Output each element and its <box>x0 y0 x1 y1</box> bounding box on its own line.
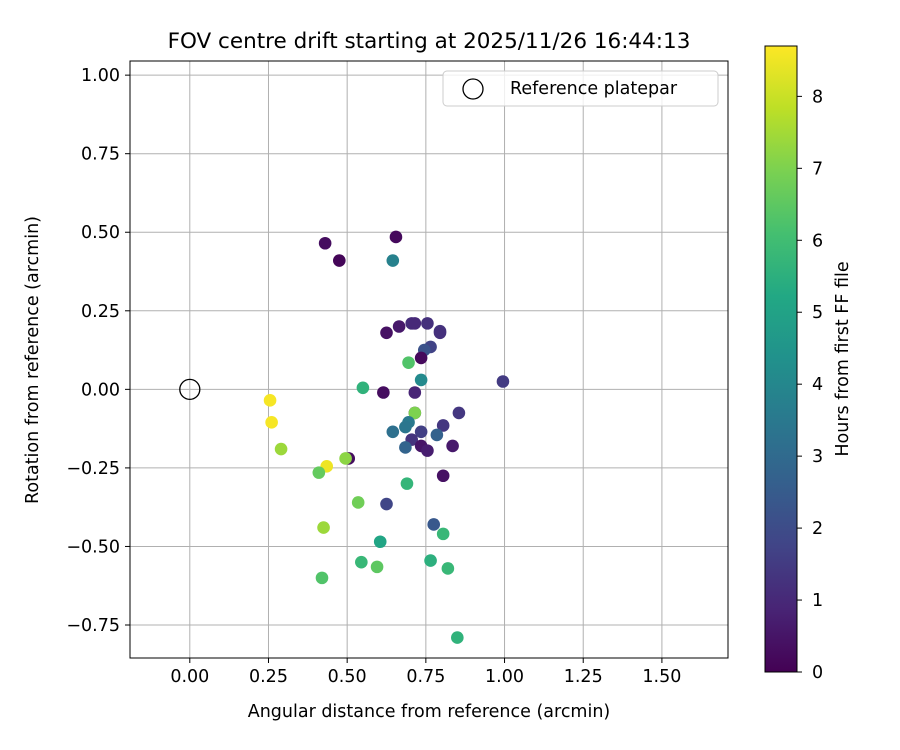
data-point <box>436 469 450 483</box>
data-point <box>356 381 370 395</box>
legend-box <box>442 70 719 107</box>
data-point <box>414 351 428 365</box>
data-point <box>424 554 437 567</box>
data-point <box>373 535 387 549</box>
colorbar-frame <box>764 45 798 673</box>
data-point <box>414 425 428 439</box>
x-tick-label: 1.25 <box>564 667 603 687</box>
data-point <box>496 375 510 388</box>
data-point <box>433 326 447 340</box>
data-point <box>446 439 459 453</box>
data-point <box>339 452 352 465</box>
data-point <box>380 326 393 340</box>
data-point <box>317 521 330 534</box>
data-point <box>441 562 455 575</box>
x-tick-label: 1.50 <box>642 667 681 687</box>
data-point <box>392 320 406 333</box>
colorbar-tick-label: 5 <box>812 303 823 323</box>
y-tick-label: −0.75 <box>66 616 120 636</box>
y-tick-label: 0.75 <box>81 145 120 165</box>
reference-point <box>179 378 201 401</box>
data-point <box>408 317 422 330</box>
data-point <box>386 425 400 439</box>
y-tick-label: 0.50 <box>81 223 120 243</box>
data-point <box>389 230 403 244</box>
data-point <box>380 497 393 511</box>
colorbar-gradient <box>765 46 797 672</box>
legend: Reference platepar <box>442 70 719 107</box>
x-tick-label: 0.00 <box>170 667 209 687</box>
data-point <box>333 254 346 267</box>
y-tick-label: 0.00 <box>81 380 120 400</box>
grid-lines <box>130 61 728 658</box>
x-axis-label: Angular distance from reference (arcmin) <box>248 702 611 722</box>
data-point <box>451 631 464 644</box>
data-point <box>386 254 400 267</box>
y-tick-label: −0.25 <box>66 459 120 479</box>
data-point <box>436 419 450 432</box>
data-point <box>400 477 414 490</box>
y-tick-label: −0.50 <box>66 537 120 557</box>
colorbar-tick-label: 7 <box>812 159 823 179</box>
y-axis-ticks: 1.00 0.75 0.50 0.25 0.00 −0.25 −0.50 −0.75 <box>66 66 130 636</box>
colorbar-tick-label: 4 <box>812 375 823 395</box>
data-point <box>370 560 384 574</box>
data-point <box>318 236 332 250</box>
data-point <box>421 444 434 457</box>
x-tick-label: 0.75 <box>406 667 445 687</box>
legend-reference-marker <box>462 78 484 100</box>
colorbar-tick-label: 0 <box>812 663 823 683</box>
y-axis-label: Rotation from reference (arcmin) <box>23 216 43 504</box>
data-point <box>315 571 329 585</box>
colorbar-tick-label: 1 <box>812 591 823 611</box>
data-point <box>263 394 277 407</box>
data-point <box>408 386 422 399</box>
data-point <box>414 373 428 387</box>
data-point <box>421 317 434 330</box>
chart-title: FOV centre drift starting at 2025/11/26 … <box>168 29 691 54</box>
colorbar-tick-label: 2 <box>812 519 823 539</box>
plot-frame <box>129 60 729 659</box>
reference-marker <box>179 378 201 401</box>
data-point <box>436 527 450 541</box>
x-tick-label: 0.50 <box>328 667 367 687</box>
colorbar-tick-label: 6 <box>812 231 823 251</box>
data-point <box>355 555 368 569</box>
colorbar: 0 1 2 3 4 5 6 7 8 Hours from first FF file <box>764 45 853 683</box>
data-point <box>399 441 412 454</box>
legend-label: Reference platepar <box>510 79 678 99</box>
data-point <box>265 416 278 429</box>
data-point <box>351 496 365 509</box>
data-point <box>377 386 390 399</box>
data-points <box>263 230 510 644</box>
data-point <box>399 420 412 434</box>
data-point <box>430 428 444 442</box>
x-axis-ticks: 0.00 0.25 0.50 0.75 1.00 1.25 1.50 <box>170 658 681 687</box>
y-tick-label: 1.00 <box>81 66 120 86</box>
data-point <box>402 356 415 369</box>
data-point <box>452 406 466 420</box>
x-tick-label: 0.25 <box>249 667 288 687</box>
x-tick-label: 1.00 <box>485 667 524 687</box>
data-point <box>427 518 441 531</box>
data-point <box>312 466 326 479</box>
colorbar-ticks: 0 1 2 3 4 5 6 7 8 <box>797 87 823 683</box>
y-tick-label: 0.25 <box>81 302 120 322</box>
data-point <box>408 406 422 420</box>
plot-area <box>130 61 728 658</box>
colorbar-tick-label: 3 <box>812 447 823 467</box>
colorbar-tick-label: 8 <box>812 87 823 107</box>
colorbar-label: Hours from first FF file <box>833 261 853 456</box>
data-point <box>274 442 288 456</box>
